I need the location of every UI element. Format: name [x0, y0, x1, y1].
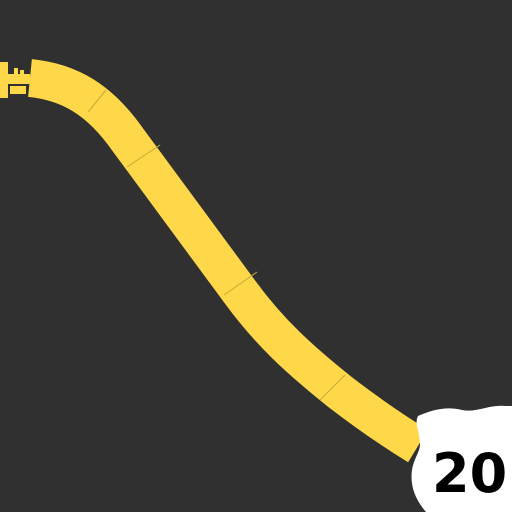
road-stub[interactable] [0, 62, 8, 98]
highway-route-line[interactable] [27, 59, 428, 463]
highway-road[interactable] [0, 59, 428, 463]
road-segment-divider [87, 89, 107, 113]
road-stub-notch [20, 70, 24, 74]
road-stub-connector[interactable] [10, 86, 26, 94]
route-shield-number: 20 [432, 442, 507, 505]
route-shield[interactable]: 20 [411, 405, 512, 512]
road-segment-divider [223, 271, 258, 296]
us-highway-shield-icon [411, 405, 512, 512]
road-segment-divider [126, 144, 161, 168]
road-segment-divider [319, 374, 346, 401]
road-stub-connector[interactable] [8, 74, 30, 84]
road-stub-notch [14, 68, 18, 74]
